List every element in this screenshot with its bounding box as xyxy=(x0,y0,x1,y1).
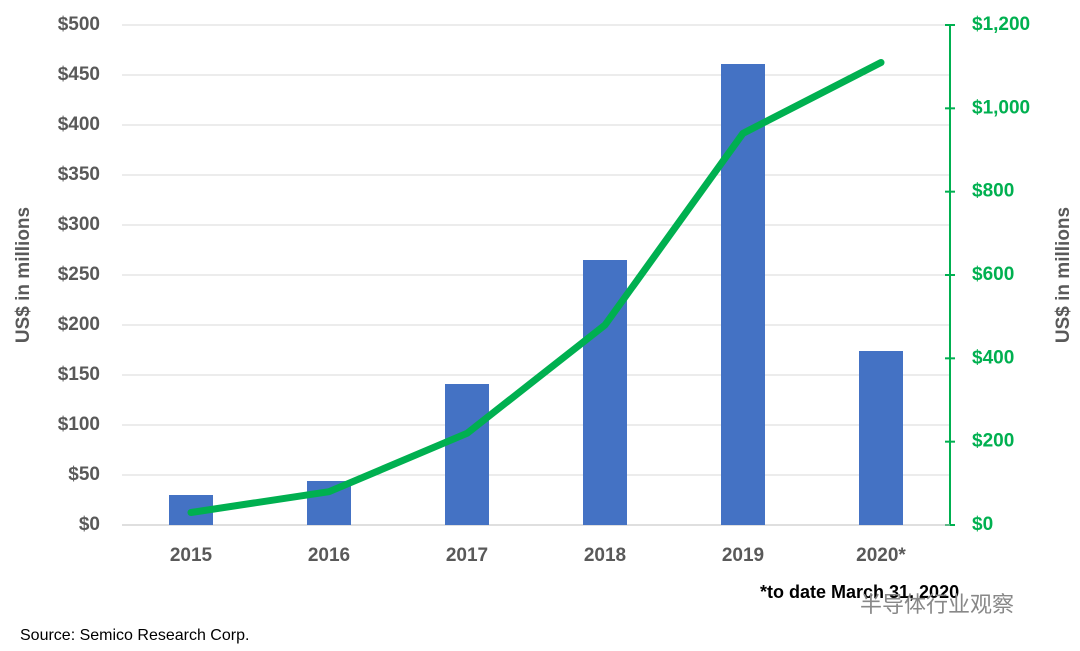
y-tick-label: $200 xyxy=(58,314,100,335)
y-tick-label: $150 xyxy=(58,364,100,385)
y-axis-label: US$ in millions xyxy=(13,207,34,343)
y2-tick-label: $1,200 xyxy=(972,14,1030,35)
x-tick-label: 2017 xyxy=(446,545,488,566)
annotation: *to date March 31, 2020 xyxy=(760,582,959,602)
x-tick-label: 2015 xyxy=(170,545,213,566)
y-tick-label: $0 xyxy=(79,514,100,535)
y-tick-label: $400 xyxy=(58,114,100,135)
x-tick-label: 2016 xyxy=(308,545,350,566)
y-tick-label: $500 xyxy=(58,14,100,35)
y-tick-label: $100 xyxy=(58,414,100,435)
line xyxy=(187,59,885,516)
bar xyxy=(721,64,765,525)
y-tick-label: $350 xyxy=(58,164,100,185)
y2-tick-label: $400 xyxy=(972,347,1014,368)
y-tick-label: $300 xyxy=(58,214,100,235)
bar xyxy=(859,351,903,525)
x-tick-label: 2019 xyxy=(722,545,764,566)
y2-tick-label: $200 xyxy=(972,431,1014,452)
y2-tick-label: $0 xyxy=(972,514,993,535)
bar xyxy=(445,384,489,525)
source: Source: Semico Research Corp. xyxy=(20,627,249,644)
y2-tick-label: $800 xyxy=(972,181,1014,202)
y2-axis-label: US$ in millions xyxy=(1053,207,1074,343)
x-tick-label: 2020* xyxy=(856,545,906,566)
y2-tick-label: $600 xyxy=(972,264,1014,285)
watermark: 半导体行业观察 xyxy=(860,592,1014,617)
x-tick-label: 2018 xyxy=(584,545,626,566)
y-tick-label: $450 xyxy=(58,64,100,85)
y-tick-label: $50 xyxy=(68,464,100,485)
y-tick-label: $250 xyxy=(58,264,100,285)
y2-tick-label: $1,000 xyxy=(972,97,1030,118)
